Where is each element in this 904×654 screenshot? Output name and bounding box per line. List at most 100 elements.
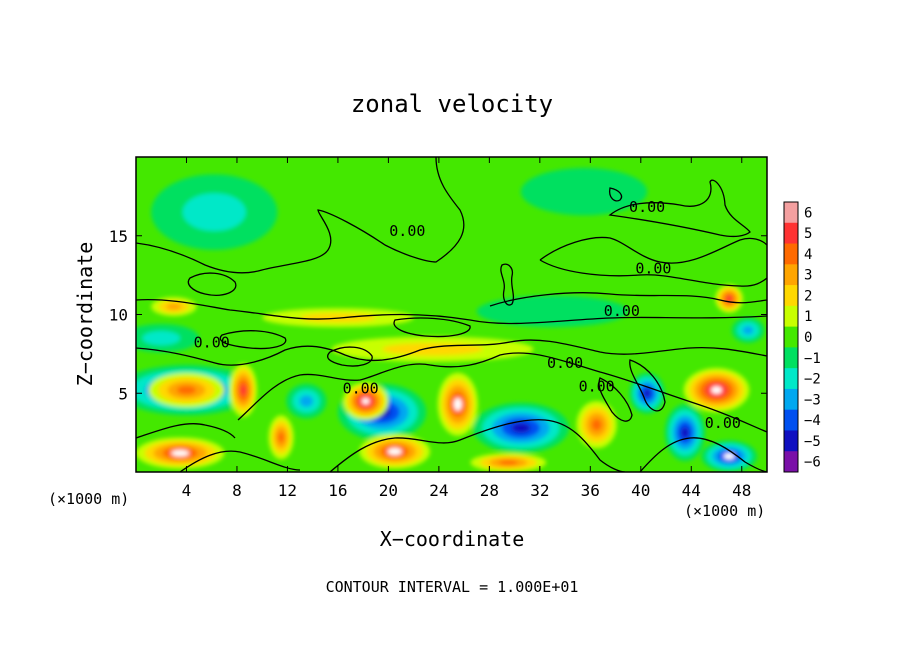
field-blob [182,193,246,232]
x-tick-label: 44 [682,481,701,500]
contour-interval-note: CONTOUR INTERVAL = 1.000E+01 [326,578,579,596]
colorbar-swatch [784,451,798,473]
x-tick-label: 40 [631,481,650,500]
chart-title: zonal velocity [351,90,553,118]
colorbar-label: 3 [804,268,812,284]
field-blob [166,303,182,310]
x-tick-label: 16 [328,481,347,500]
contour-label: 0.00 [389,222,425,240]
field-blob [520,168,648,216]
colorbar-swatch [784,368,798,390]
y-tick-label: 5 [118,384,128,403]
colorbar-swatch [784,430,798,452]
contour-line-lower-left [136,339,767,366]
contour-line-center [489,292,767,307]
x-tick-label: 12 [278,481,297,500]
field-blob [361,397,370,405]
colorbar-frame [783,201,799,473]
colorbar-swatch [784,409,798,431]
contour-line-bottom [179,419,767,472]
colorbar-label: 4 [804,247,812,263]
colorbar-label: 5 [804,226,812,242]
colorbar-swatch [784,202,798,224]
contour-line-top-right [608,179,751,238]
colorbar-label: −2 [804,372,821,388]
colorbar-swatch [784,305,798,328]
contour-label: 0.00 [604,302,640,320]
contour-loop-h [609,187,623,202]
colorbar-swatch [784,347,798,369]
y-tick-label: 15 [109,227,128,246]
x-unit-right: (×1000 m) [684,502,765,520]
field-blob [711,386,722,394]
field-blob [742,326,754,335]
contour-loop-a [187,272,237,296]
colorbar-label: 6 [804,205,812,221]
contour-loop-c [327,346,373,367]
colorbar-swatch [784,285,798,307]
x-tick-label: 8 [232,481,242,500]
y-axis-label: Z−coordinate [73,242,97,387]
contour-label: 0.00 [343,379,379,397]
field-blob [643,389,651,398]
field-blob [680,426,690,439]
contour-label: 0.00 [547,354,583,372]
contour-loop-d [393,317,471,338]
field-blob [723,453,735,460]
contour-loop-b [219,330,287,350]
field-blob [171,449,190,457]
field-blob [511,422,531,433]
contour-line-mid-right [539,236,767,287]
colorbar-swatch [784,243,798,265]
x-axis: 4 8 12 16 20 24 28 32 36 40 44 48 [182,157,751,500]
field-blob [387,448,402,455]
y-tick-label: 10 [109,306,128,325]
contour-label: 0.00 [635,260,671,278]
x-tick-label: 32 [530,481,549,500]
colorbar-swatch [784,222,798,245]
colorbar-label: −3 [804,392,821,408]
field-blob [498,460,518,465]
colorbar-label: −5 [804,434,821,450]
contour-label: 0.00 [705,414,741,432]
contour-line-upper [136,157,465,274]
contour-loop-g [598,377,633,422]
x-tick-label: 48 [732,481,751,500]
contour-line-lower [136,352,767,439]
colorbar: 6 5 4 3 2 1 0 −1 −2 −3 −4 −5 −6 [783,201,821,473]
colorbar-label: −1 [804,351,821,367]
contour-label: 0.00 [629,198,665,216]
contour-loop-e [500,263,515,306]
field-blob [177,385,196,395]
contour-labels: 0.00 0.00 0.00 0.00 0.00 0.00 0.00 0.00 0.00 [194,198,741,432]
x-tick-label: 36 [581,481,600,500]
x-tick-label: 4 [182,481,192,500]
colorbar-label: 0 [804,330,812,346]
field-blob [142,331,181,346]
field-blob [240,384,247,396]
colorbar-label: 1 [804,309,812,325]
y-axis: 5 10 15 [109,227,767,403]
colorbar-swatch [784,264,798,286]
field-blob [299,395,314,407]
contour-loop-f [629,359,666,412]
colorbar-swatch [784,388,798,411]
x-tick-label: 28 [480,481,499,500]
field-blob [726,295,732,302]
heatmap-field [136,157,767,472]
x-tick-label: 24 [429,481,448,500]
colorbar-label: −6 [804,455,821,471]
field-blob [277,431,285,443]
x-tick-label: 20 [379,481,398,500]
colorbar-label: −4 [804,413,821,429]
field-blob [591,418,602,431]
contour-lines [136,157,767,472]
contour-label: 0.00 [194,334,230,352]
contour-line-mid [136,299,767,325]
colorbar-label: 2 [804,288,812,304]
x-axis-label: X−coordinate [380,527,525,551]
contour-label: 0.00 [579,378,615,396]
field-blob [453,397,462,411]
colorbar-swatch [784,326,798,348]
